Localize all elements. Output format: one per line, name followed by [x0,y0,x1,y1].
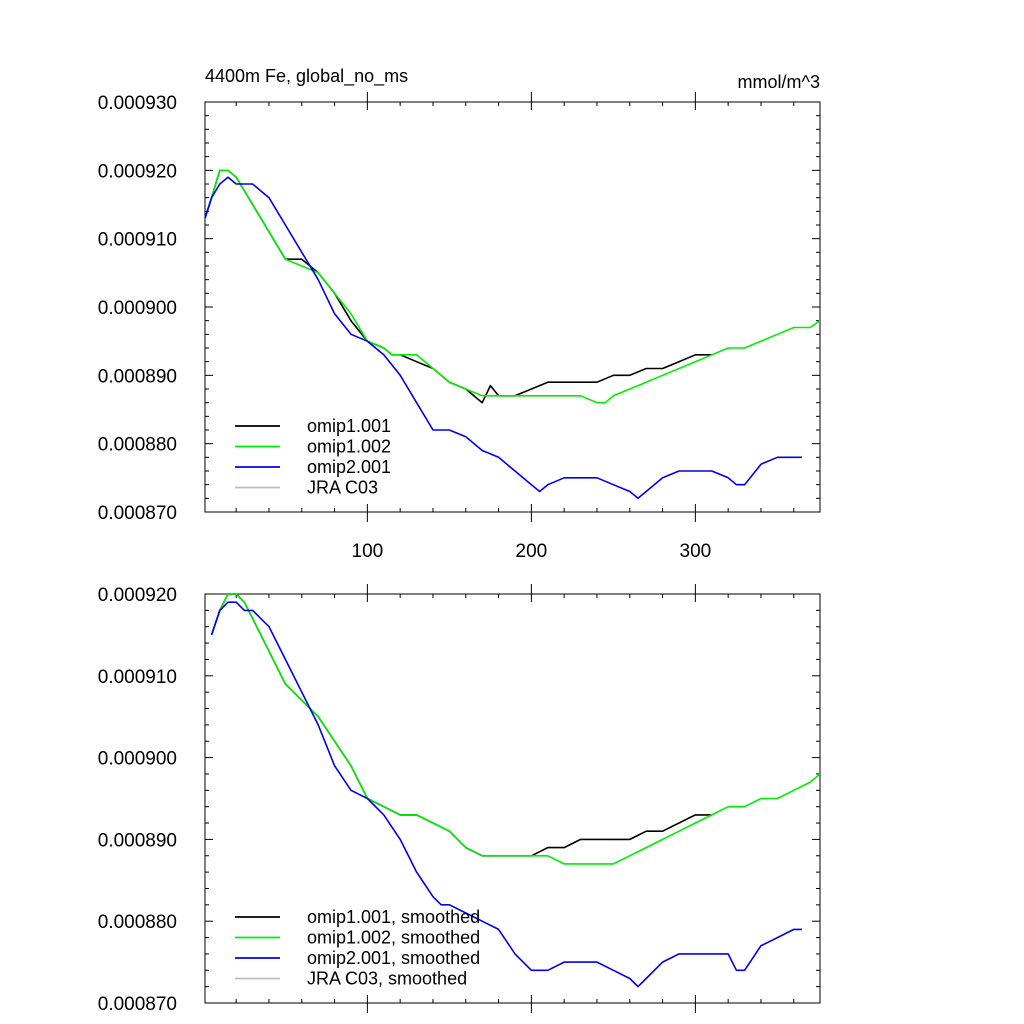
top-series-lines [204,169,821,500]
legend-label: omip2.001 [307,457,391,477]
y-tick-label: 0.000890 [98,830,177,851]
legend-label: omip1.002 [307,437,391,457]
bottom-axis-ticks: 0.000870 0.000880 0.000890 0.000900 0.000910… [98,584,820,1015]
y-tick-label: 0.000910 [98,230,177,251]
units-label: mmol/m^3 [738,72,820,92]
y-tick-label: 0.000910 [98,667,177,688]
y-tick-label: 0.000900 [98,749,177,770]
y-tick-label: 0.000890 [98,366,177,387]
series-line-omip1-002 [204,169,821,404]
x-tick-label: 300 [680,541,712,562]
chart-title: 4400m Fe, global_no_ms [205,66,408,87]
top-plot-frame [204,101,821,513]
y-tick-label: 0.000870 [98,994,177,1015]
x-tick-label: 100 [352,541,384,562]
series-line-omip2-001 [204,176,802,500]
series-line-omip1-001-smoothed [210,593,712,857]
legend-label: omip1.001, smoothed [307,907,480,927]
y-tick-label: 0.000920 [98,585,177,606]
top-panel: 4400m Fe, global_no_ms mmol/m^3 0.000870… [98,66,821,562]
bottom-panel: 0.000870 0.000880 0.000890 0.000900 0.000910… [98,584,821,1015]
legend-label: omip1.001 [307,416,391,436]
y-tick-label: 0.000920 [98,161,177,182]
bottom-plot-frame [204,593,821,1004]
legend-label: omip1.002, smoothed [307,928,480,948]
y-tick-label: 0.000870 [98,503,177,524]
series-line-omip2-001-smoothed [210,601,802,988]
bottom-series-lines [210,593,821,988]
y-tick-label: 0.000880 [98,912,177,933]
series-line-omip1-001 [204,169,712,404]
x-tick-label: 200 [516,541,548,562]
y-tick-label: 0.000930 [98,93,177,114]
series-line-omip1-002-smoothed [210,593,821,865]
y-tick-label: 0.000900 [98,298,177,319]
y-tick-label: 0.000880 [98,435,177,456]
legend-label: JRA C03, smoothed [307,969,467,989]
top-axis-ticks: 0.000870 0.000880 0.000890 0.000900 0.000910… [98,92,820,562]
legend-label: JRA C03 [307,478,378,498]
legend-label: omip2.001, smoothed [307,948,480,968]
